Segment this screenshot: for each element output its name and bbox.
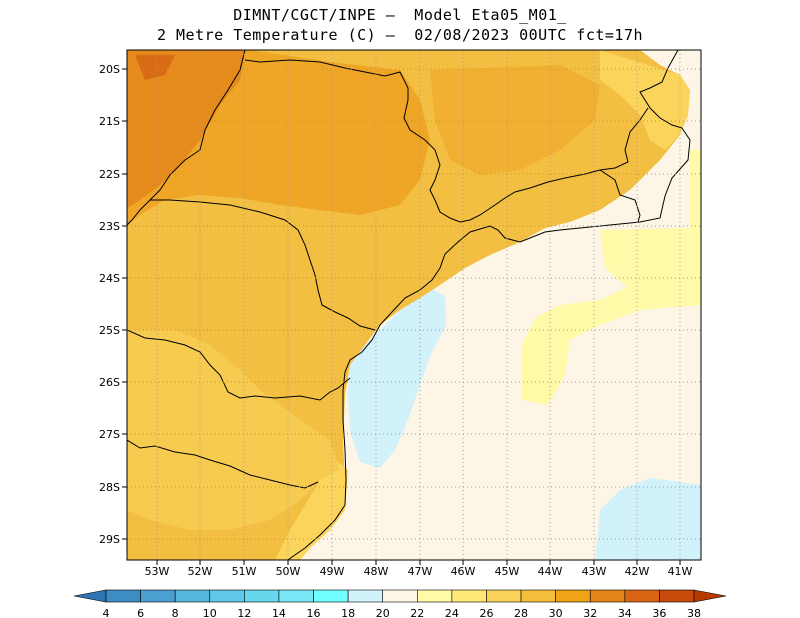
lon-label: 50W — [276, 565, 301, 578]
hot-interior-east — [430, 65, 600, 175]
colorbar-swatch — [624, 589, 660, 603]
colorbar-label: 20 — [376, 607, 390, 618]
lat-label: 21S — [99, 115, 120, 128]
lat-label: 23S — [99, 220, 120, 233]
colorbar-swatch — [659, 589, 695, 603]
lat-label: 26S — [99, 376, 120, 389]
offshore-warm-band-north — [600, 150, 701, 300]
lat-label: 25S — [99, 324, 120, 337]
colorbar-label: 8 — [172, 607, 179, 618]
lon-label: 47W — [408, 565, 433, 578]
colorbar-label: 16 — [307, 607, 321, 618]
colorbar-swatch — [105, 589, 141, 603]
colorbar-swatch — [555, 589, 591, 603]
colorbar-swatch — [451, 589, 487, 603]
border-sc-rs — [127, 439, 319, 489]
lat-label: 29S — [99, 533, 120, 546]
colorbar-label: 4 — [103, 607, 110, 618]
map-title-line-1: DIMNT/CGCT/INPE – Model Eta05_M01_ — [233, 6, 567, 24]
colorbar-label: 36 — [652, 607, 666, 618]
longitude-ticks — [156, 560, 681, 565]
colorbar-swatch — [416, 589, 453, 603]
lat-label: 22S — [99, 168, 120, 181]
colorbar-swatch — [140, 589, 176, 603]
coastal-cool-pool — [348, 288, 446, 468]
map-title-line-2: 2 Metre Temperature (C) – 02/08/2023 00U… — [156, 26, 644, 44]
colorbar-label: 30 — [549, 607, 563, 618]
lat-label: 24S — [99, 272, 120, 285]
colorbar-swatch — [382, 589, 418, 603]
colorbar-label: 10 — [203, 607, 217, 618]
latitude-labels: 20S 21S 22S 23S 24S 25S 26S 27S 28S 29S — [99, 63, 120, 546]
colorbar-swatch — [520, 589, 556, 603]
longitude-labels: 53W 52W 51W 50W 49W 48W 47W 46W 45W 44W … — [145, 565, 693, 578]
coastline — [287, 50, 691, 560]
colorbar-label: 34 — [618, 607, 632, 618]
lon-label: 51W — [232, 565, 257, 578]
offshore-warm-band — [522, 50, 701, 405]
border-ms-sp — [127, 50, 246, 226]
lon-label: 43W — [582, 565, 607, 578]
lon-label: 46W — [451, 565, 476, 578]
border-pr-sc — [127, 329, 351, 401]
lat-label: 28S — [99, 481, 120, 494]
colorbar-swatch — [589, 589, 626, 603]
colorbar-swatch — [244, 589, 280, 603]
colorbar-label: 28 — [514, 607, 528, 618]
latitude-ticks — [122, 68, 127, 540]
lon-label: 48W — [364, 565, 389, 578]
colorbar-label: 32 — [583, 607, 597, 618]
coastline-and-borders — [127, 50, 691, 560]
colorbar-swatch — [313, 589, 349, 603]
colorbar-label: 18 — [341, 607, 355, 618]
lat-label: 20S — [99, 63, 120, 76]
colorbar-label: 6 — [137, 607, 144, 618]
lon-label: 53W — [145, 565, 170, 578]
colorbar-swatch — [486, 589, 522, 603]
lon-label: 52W — [188, 565, 213, 578]
map-frame — [126, 49, 702, 561]
colorbar-label: 38 — [687, 607, 701, 618]
southern-land-milder — [127, 330, 340, 530]
colorbar-swatch — [174, 589, 211, 603]
map-field — [127, 50, 701, 560]
colorbar-label: 12 — [237, 607, 251, 618]
border-rj — [599, 169, 641, 223]
colorbar-swatch — [278, 589, 314, 603]
border-pr-sp — [150, 199, 376, 331]
colorbar: 4 6 8 10 12 14 16 18 20 22 24 26 28 30 32 34 36 38 — [73, 589, 727, 618]
lon-label: 45W — [495, 565, 520, 578]
southeast-cool-pool — [595, 478, 701, 560]
longitude-gridlines — [156, 50, 681, 560]
lon-label: 44W — [538, 565, 563, 578]
lon-label: 41W — [668, 565, 693, 578]
colorbar-label: 22 — [410, 607, 424, 618]
colorbar-swatch — [347, 589, 384, 603]
colorbar-swatch — [209, 589, 245, 603]
colorbar-label: 14 — [272, 607, 286, 618]
lon-label: 49W — [320, 565, 345, 578]
coastal-land-strip-south — [275, 462, 348, 560]
hottest-interior — [127, 50, 245, 208]
hotspot-northwest — [135, 55, 175, 80]
lat-label: 27S — [99, 428, 120, 441]
lon-label: 42W — [625, 565, 650, 578]
colorbar-arrow-high — [693, 589, 727, 603]
colorbar-label: 26 — [479, 607, 493, 618]
colorbar-label: 24 — [445, 607, 459, 618]
colorbar-arrow-low — [73, 589, 107, 603]
